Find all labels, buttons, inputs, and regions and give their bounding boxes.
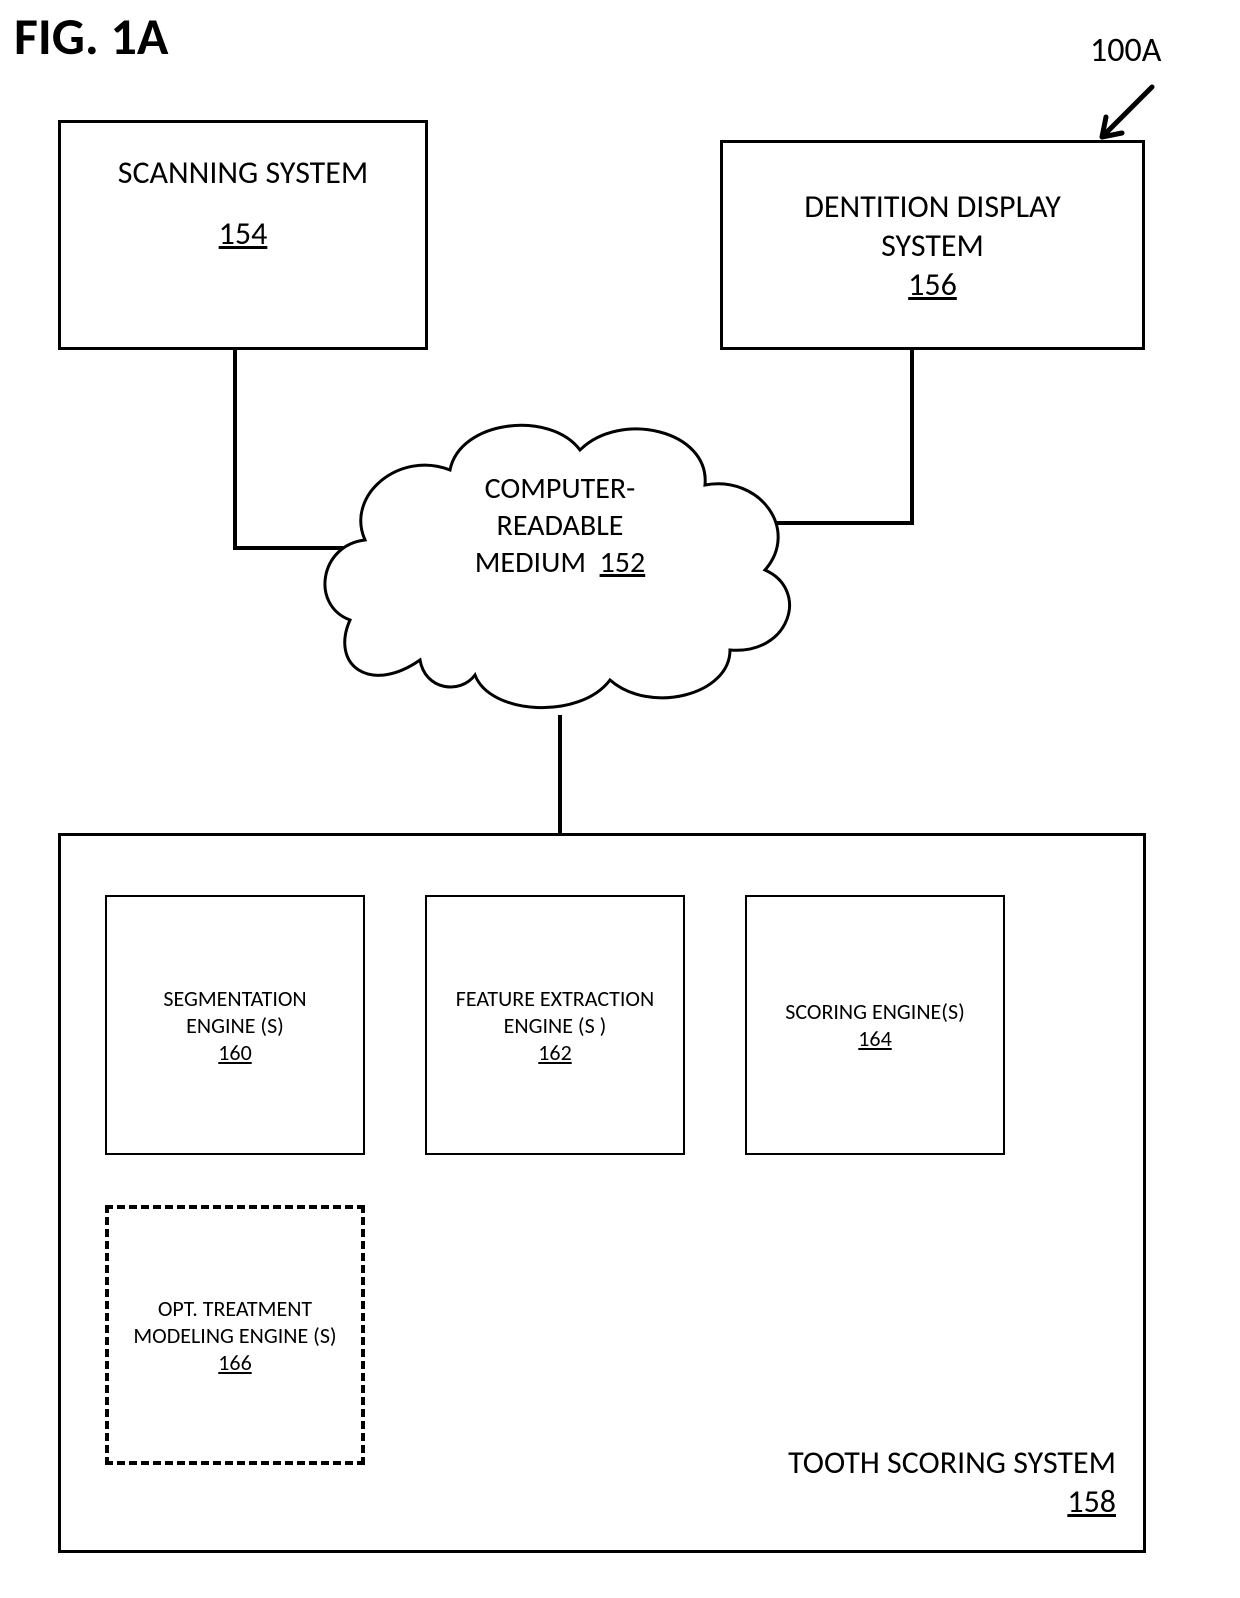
figure-title: FIG. 1A [14,4,168,68]
scanning-system-number: 154 [219,214,268,253]
dentition-display-number: 156 [908,265,957,304]
tooth-scoring-system-title: TOOTH SCORING SYSTEM [676,1443,1116,1482]
opt-treatment-engine-box: OPT. TREATMENT MODELING ENGINE (S) 166 [105,1205,365,1465]
cloud-label: COMPUTER- READABLE MEDIUM 152 [430,470,690,581]
connector-left-down [233,350,237,550]
opt-treatment-engine-number: 166 [218,1349,251,1376]
dentition-display-title: DENTITION DISPLAY SYSTEM [804,187,1061,265]
scoring-engine-number: 164 [858,1025,891,1052]
scoring-engine-title: SCORING ENGINE(S) [785,998,965,1025]
figure-ref-text: 100A [1090,30,1161,71]
segmentation-engine-box: SEGMENTATION ENGINE (S) 160 [105,895,365,1155]
feature-extraction-engine-number: 162 [538,1039,571,1066]
tooth-scoring-system-label: TOOTH SCORING SYSTEM 158 [676,1443,1116,1521]
figure-title-text: FIG. 1A [14,4,168,68]
figure-canvas: { "figure": { "title": "FIG. 1A", "title… [0,0,1240,1598]
opt-treatment-engine-title: OPT. TREATMENT MODELING ENGINE (S) [133,1295,336,1349]
segmentation-engine-title: SEGMENTATION ENGINE (S) [163,985,306,1039]
scanning-system-title: SCANNING SYSTEM [118,153,369,192]
connector-right-down [910,350,914,525]
feature-extraction-engine-box: FEATURE EXTRACTION ENGINE (S ) 162 [425,895,685,1155]
segmentation-engine-number: 160 [218,1039,251,1066]
scoring-engine-box: SCORING ENGINE(S) 164 [745,895,1005,1155]
scanning-system-box: SCANNING SYSTEM 154 [58,120,428,350]
tooth-scoring-system-number: 158 [676,1482,1116,1521]
cloud-number: 152 [600,544,646,581]
feature-extraction-engine-title: FEATURE EXTRACTION ENGINE (S ) [456,985,654,1039]
dentition-display-box: DENTITION DISPLAY SYSTEM 156 [720,140,1145,350]
connector-cloud-to-system [558,715,562,835]
figure-ref-label: 100A [1090,30,1161,71]
ref-arrow-icon [1092,77,1162,147]
